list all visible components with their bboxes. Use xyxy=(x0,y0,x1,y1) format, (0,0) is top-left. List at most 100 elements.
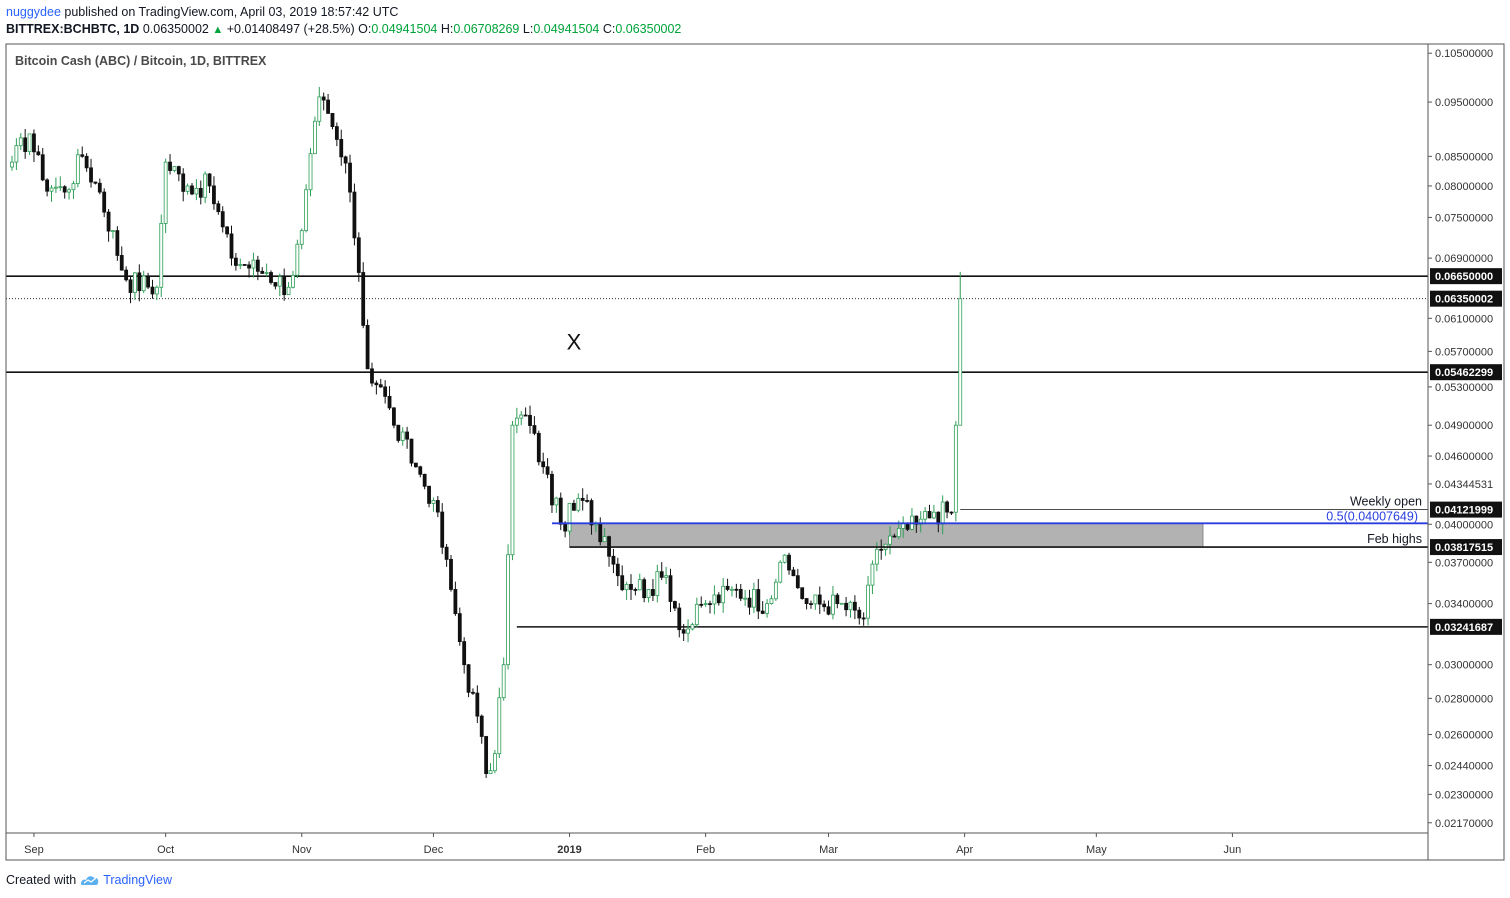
candle xyxy=(330,112,335,130)
candle-body xyxy=(387,395,392,409)
candle xyxy=(400,427,405,446)
author-link[interactable]: nuggydee xyxy=(6,5,61,19)
candle xyxy=(422,473,427,490)
price-tick-label: 0.04344531 xyxy=(1435,479,1493,491)
candle-body xyxy=(396,424,401,441)
candle xyxy=(532,416,537,436)
candle-body xyxy=(787,554,791,571)
candle xyxy=(225,226,230,238)
candle xyxy=(220,206,225,233)
candle-body xyxy=(299,230,304,245)
low-label: L: xyxy=(522,22,534,36)
candle xyxy=(119,246,124,271)
price-tick-label: 0.06100000 xyxy=(1435,313,1493,325)
price-tick-label: 0.03400000 xyxy=(1435,599,1493,611)
price-tick-label: 0.08000000 xyxy=(1435,181,1493,193)
candle-body xyxy=(435,500,440,513)
open-label: O: xyxy=(358,22,372,36)
candle xyxy=(725,578,730,592)
candle xyxy=(932,504,936,520)
price-tick-label: 0.09500000 xyxy=(1435,97,1493,109)
candle xyxy=(365,319,370,370)
candle-body xyxy=(172,166,177,171)
candle xyxy=(115,226,120,261)
candle-body xyxy=(879,548,884,551)
candle-body xyxy=(611,555,616,565)
candle xyxy=(260,267,265,274)
candle-body xyxy=(835,594,840,604)
candle xyxy=(607,535,611,567)
candle-body xyxy=(822,603,827,608)
high-value: 0.06708269 xyxy=(453,22,520,36)
candle-body xyxy=(146,275,150,288)
price-tick-label: 0.05700000 xyxy=(1435,346,1493,358)
candle xyxy=(655,564,660,603)
candle xyxy=(185,183,190,195)
candle-body xyxy=(747,597,752,608)
candle-body xyxy=(334,126,339,140)
candle-body xyxy=(374,382,379,386)
candle xyxy=(67,187,71,200)
x-marker-label: X xyxy=(567,330,582,355)
candle xyxy=(800,587,805,600)
candle xyxy=(242,264,247,266)
candle-body xyxy=(598,523,603,543)
candle xyxy=(958,271,963,426)
candle xyxy=(804,598,809,610)
price-tag-label: 0.05462299 xyxy=(1435,367,1493,379)
time-tick-label: Apr xyxy=(956,844,973,856)
candle xyxy=(620,565,625,592)
candle xyxy=(923,506,928,525)
candle-body xyxy=(295,243,300,276)
candle xyxy=(576,493,581,513)
candle xyxy=(370,362,374,387)
candle xyxy=(589,498,594,535)
candle-body xyxy=(923,511,928,520)
candle xyxy=(558,492,563,531)
candle xyxy=(238,258,243,270)
candle-body xyxy=(725,585,730,590)
candle xyxy=(137,264,142,302)
candle xyxy=(716,592,721,606)
candle xyxy=(760,601,765,615)
tradingview-link[interactable]: TradingView xyxy=(103,873,172,887)
candle-body xyxy=(536,432,541,463)
candle xyxy=(277,273,282,297)
candle-body xyxy=(339,139,344,158)
publish-text: published on TradingView.com, April 03, … xyxy=(64,5,399,19)
price-tick-label: 0.02440000 xyxy=(1435,761,1493,773)
candle-body xyxy=(457,613,462,642)
feb-highs-label: Feb highs xyxy=(1367,532,1422,546)
candle xyxy=(949,511,954,516)
candle xyxy=(352,183,357,246)
price-tick-label: 0.04600000 xyxy=(1435,451,1493,463)
candle-body xyxy=(119,255,124,271)
candle xyxy=(484,735,489,778)
candle xyxy=(207,173,212,194)
candle xyxy=(128,276,133,304)
candle-body xyxy=(738,589,743,599)
candle-body xyxy=(659,571,664,578)
candle xyxy=(440,503,445,554)
candle xyxy=(418,465,423,478)
candle xyxy=(519,410,524,426)
candle xyxy=(528,405,532,434)
candle xyxy=(361,262,366,329)
price-tick-label: 0.02300000 xyxy=(1435,789,1493,801)
candle-body xyxy=(247,264,251,269)
candle xyxy=(651,579,655,602)
candle xyxy=(866,576,870,626)
candle-body xyxy=(839,602,844,605)
candle-body xyxy=(229,233,234,259)
candle xyxy=(813,594,818,610)
candle-body xyxy=(497,697,502,755)
candle-body xyxy=(54,186,58,189)
candle-body xyxy=(773,581,778,600)
candle-body xyxy=(765,603,769,614)
close-label: C: xyxy=(602,22,616,36)
candle-body xyxy=(800,587,805,599)
candle-body xyxy=(273,282,278,287)
candle-body xyxy=(409,438,414,464)
publish-info: nuggydee published on TradingView.com, A… xyxy=(6,5,398,19)
